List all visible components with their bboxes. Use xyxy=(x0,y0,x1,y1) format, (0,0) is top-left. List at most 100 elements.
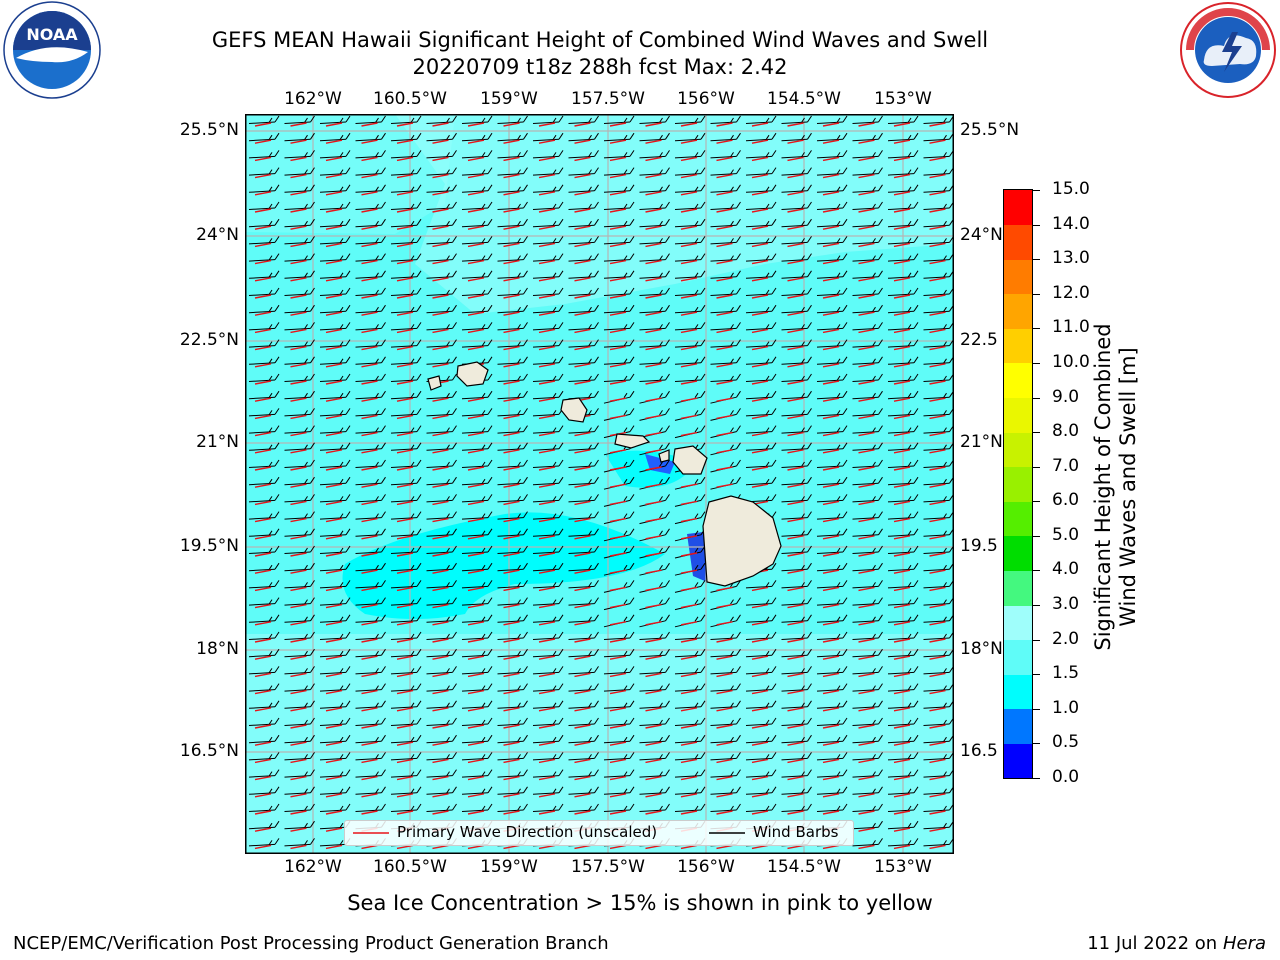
wind-barb xyxy=(639,345,666,348)
wind-barb xyxy=(816,362,844,365)
wind-barb xyxy=(487,614,493,622)
wind-barb xyxy=(665,683,670,690)
wind-barb xyxy=(878,786,883,794)
wave-direction-arrow xyxy=(503,277,520,282)
wave-direction-arrow xyxy=(893,277,911,282)
wind-barb xyxy=(907,633,912,639)
wave-direction-arrow xyxy=(325,621,343,626)
wind-barb xyxy=(461,792,489,795)
wind-barb xyxy=(532,517,560,520)
wave-direction-arrow xyxy=(574,242,591,248)
wind-barb xyxy=(816,551,844,554)
wind-barb xyxy=(523,734,528,742)
wind-barb xyxy=(481,272,486,278)
wind-barb xyxy=(659,702,663,708)
wind-barb xyxy=(781,138,808,142)
wind-barb xyxy=(852,637,879,640)
wind-barb xyxy=(355,706,382,709)
wind-barb xyxy=(771,562,777,570)
wind-barb xyxy=(532,792,560,795)
wave-direction-arrow xyxy=(538,724,556,729)
wave-direction-arrow xyxy=(787,466,804,471)
wind-barb xyxy=(517,582,521,588)
wave-direction-arrow xyxy=(467,345,485,351)
wind-barb xyxy=(284,190,311,193)
wind-barb xyxy=(594,700,599,708)
wind-barb xyxy=(487,425,493,432)
island xyxy=(614,433,651,449)
wave-direction-arrow xyxy=(396,535,414,540)
wind-barb xyxy=(736,683,741,690)
wind-barb xyxy=(807,648,812,656)
wind-barb xyxy=(730,702,734,708)
wind-barb xyxy=(872,203,876,209)
wave-direction-arrow xyxy=(254,156,272,162)
wind-barb xyxy=(603,637,631,640)
wind-barb xyxy=(801,427,805,433)
wind-barb xyxy=(558,184,564,192)
wind-barb xyxy=(345,683,351,690)
wind-barb xyxy=(339,169,344,175)
wave-direction-arrow xyxy=(609,294,627,299)
wind-barb xyxy=(852,224,879,228)
wind-barb xyxy=(836,685,841,691)
wave-direction-arrow xyxy=(361,586,378,592)
wind-barb xyxy=(319,551,347,554)
wind-barb xyxy=(345,339,351,346)
wave-direction-arrow xyxy=(716,345,733,351)
wind-barb xyxy=(765,478,770,484)
wind-barb xyxy=(623,272,628,278)
wind-barb xyxy=(603,723,631,726)
wind-barb xyxy=(481,152,486,158)
wind-barb xyxy=(623,289,628,295)
wave-direction-arrow xyxy=(680,517,698,523)
wind-barb xyxy=(532,362,560,365)
wind-barb xyxy=(517,616,521,622)
wind-barb xyxy=(497,465,524,468)
wind-barb xyxy=(517,771,521,777)
wind-barb xyxy=(745,396,773,400)
wave-direction-arrow xyxy=(822,621,840,626)
wave-direction-arrow xyxy=(716,689,733,695)
wind-barb xyxy=(771,786,777,794)
wind-barb xyxy=(913,597,919,604)
wind-barb xyxy=(887,517,915,520)
wind-barb xyxy=(558,752,564,759)
wave-direction-arrow xyxy=(503,517,520,523)
wind-barb xyxy=(842,528,848,536)
wind-barb xyxy=(765,427,770,433)
wind-barb xyxy=(310,425,315,432)
wave-direction-arrow xyxy=(822,345,840,351)
wind-barb xyxy=(375,685,379,691)
wind-barb xyxy=(852,809,879,812)
wind-barb xyxy=(310,820,315,828)
wind-barb xyxy=(375,702,379,708)
wind-barb xyxy=(268,444,273,450)
wind-barb xyxy=(700,236,706,243)
wave-direction-arrow xyxy=(325,294,343,299)
wind-barb xyxy=(452,734,457,742)
wind-barb xyxy=(913,648,919,656)
wind-barb xyxy=(284,603,311,606)
wave-direction-arrow xyxy=(893,793,911,798)
wind-barb xyxy=(304,117,308,123)
wind-barb xyxy=(771,167,777,174)
wind-barb xyxy=(339,134,344,140)
wave-direction-arrow xyxy=(254,569,272,574)
wind-barb xyxy=(481,341,486,347)
wind-barb xyxy=(339,719,344,725)
wind-barb xyxy=(807,184,812,192)
wind-barb xyxy=(887,585,915,589)
wind-barb xyxy=(878,167,883,174)
wind-barb xyxy=(710,310,737,314)
wind-barb xyxy=(852,138,879,142)
wave-direction-arrow xyxy=(432,139,449,144)
wind-barb xyxy=(390,121,418,124)
wind-barb xyxy=(355,809,382,812)
wave-direction-arrow xyxy=(290,655,307,660)
wind-barb xyxy=(836,272,841,278)
wind-barb xyxy=(603,706,631,709)
wind-barb xyxy=(781,499,808,503)
wind-barb xyxy=(558,287,564,295)
wind-barb xyxy=(558,201,564,209)
